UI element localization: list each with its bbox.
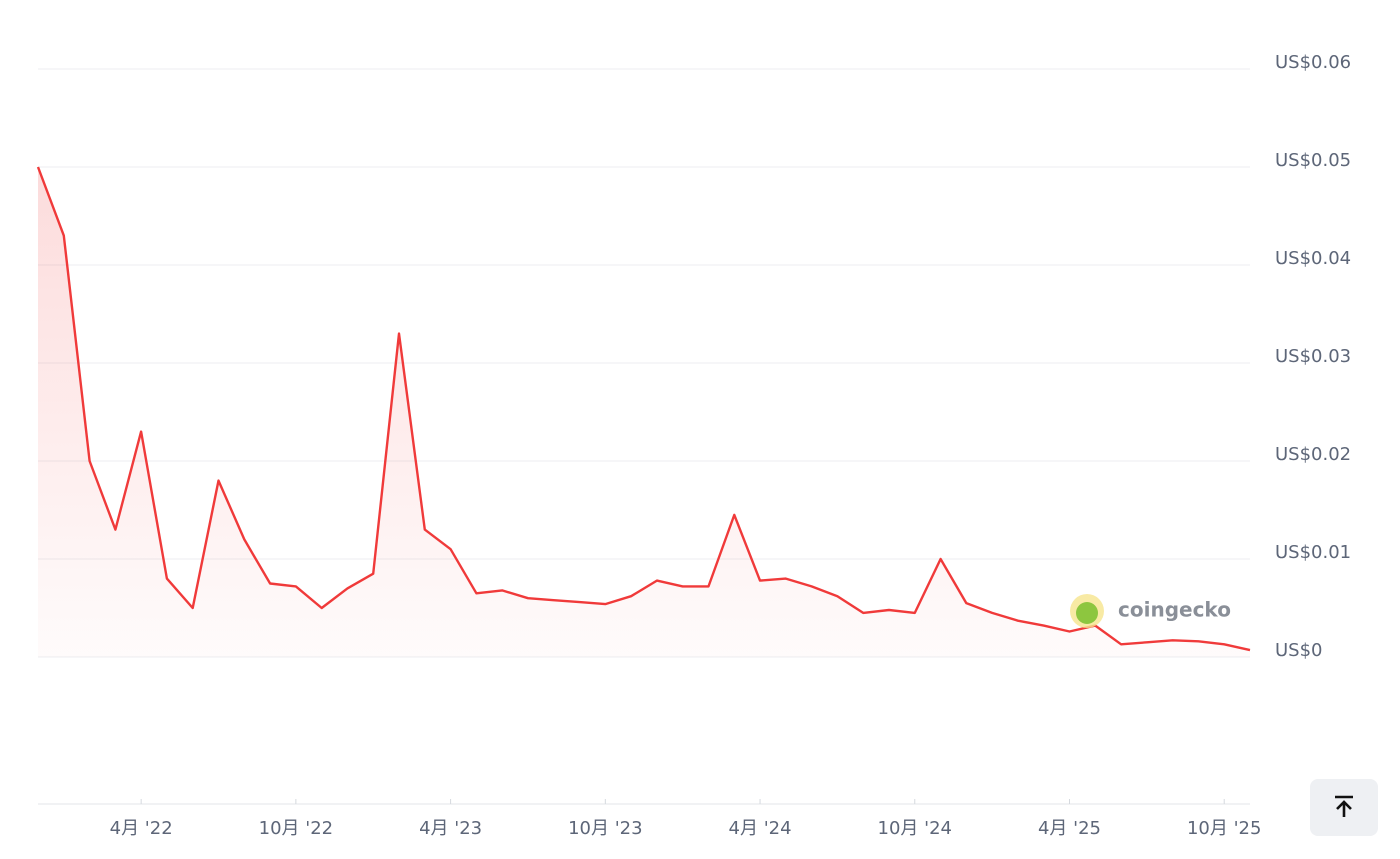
scroll-top-button[interactable]	[1310, 779, 1378, 836]
y-tick-label: US$0.06	[1275, 52, 1351, 73]
y-tick-label: US$0.01	[1275, 542, 1351, 563]
y-tick-label: US$0	[1275, 640, 1323, 661]
x-tick-label: 4月 '25	[1038, 818, 1101, 839]
watermark: coingecko	[1070, 594, 1231, 628]
area	[38, 167, 1250, 657]
logo	[1076, 602, 1098, 624]
x-tick-label: 10月 '22	[259, 818, 333, 839]
y-tick-label: US$0.03	[1275, 346, 1351, 367]
watermark-text: coingecko	[1118, 598, 1231, 622]
y-tick-label: US$0.02	[1275, 444, 1351, 465]
x-tick-label: 4月 '22	[110, 818, 173, 839]
y-tick-label: US$0.04	[1275, 248, 1351, 269]
x-tick-label: 10月 '23	[568, 818, 642, 839]
x-tick-label: 10月 '24	[878, 818, 952, 839]
y-tick-label: US$0.05	[1275, 150, 1351, 171]
x-tick-label: 10月 '25	[1187, 818, 1261, 839]
x-tick-label: 4月 '23	[419, 818, 482, 839]
x-tick-label: 4月 '24	[729, 818, 792, 839]
arrow-icon	[1335, 795, 1353, 817]
price-line	[36, 166, 1251, 652]
